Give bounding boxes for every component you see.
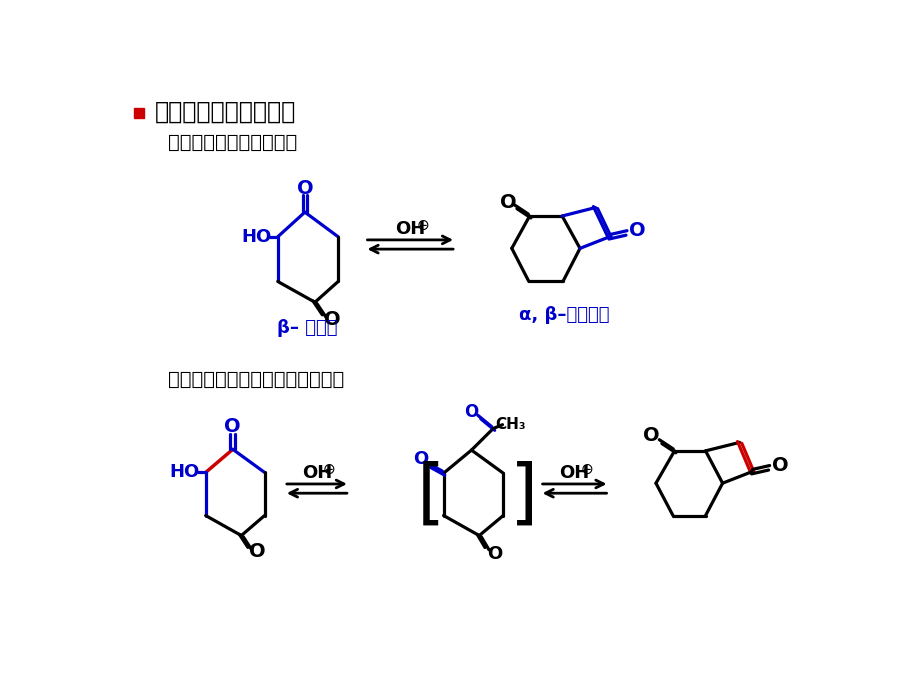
Text: 有关羟醛缩合机理举例: 有关羟醛缩合机理举例: [155, 99, 296, 124]
Text: O: O: [486, 545, 502, 563]
Text: ⊖: ⊖: [323, 462, 335, 477]
Text: ⊖: ⊖: [416, 218, 428, 233]
Text: O: O: [464, 402, 478, 421]
Text: O: O: [296, 179, 312, 198]
Text: ]: ]: [509, 460, 538, 529]
Text: β– 羟基酮: β– 羟基酮: [277, 319, 337, 337]
Text: α, β–不饱和酮: α, β–不饱和酮: [518, 306, 609, 324]
Text: [: [: [416, 460, 445, 529]
Text: CH₃: CH₃: [494, 417, 525, 432]
Text: OH: OH: [559, 464, 589, 482]
Text: OH: OH: [395, 220, 425, 238]
Text: O: O: [323, 310, 340, 328]
Text: 分析：两者均与羟醛缩合反应有关: 分析：两者均与羟醛缩合反应有关: [167, 370, 344, 388]
Text: HO: HO: [241, 228, 271, 246]
Bar: [134, 108, 144, 118]
Text: O: O: [500, 193, 516, 213]
Text: O: O: [629, 221, 645, 240]
Text: ⊖: ⊖: [580, 462, 593, 477]
Text: O: O: [642, 426, 659, 445]
Text: O: O: [224, 417, 241, 437]
Text: O: O: [413, 451, 427, 469]
Text: 例：写出下列转变的机理: 例：写出下列转变的机理: [167, 132, 297, 152]
Text: O: O: [249, 542, 266, 561]
Text: OH: OH: [301, 464, 332, 482]
Text: HO: HO: [169, 464, 199, 482]
Text: O: O: [771, 456, 788, 475]
